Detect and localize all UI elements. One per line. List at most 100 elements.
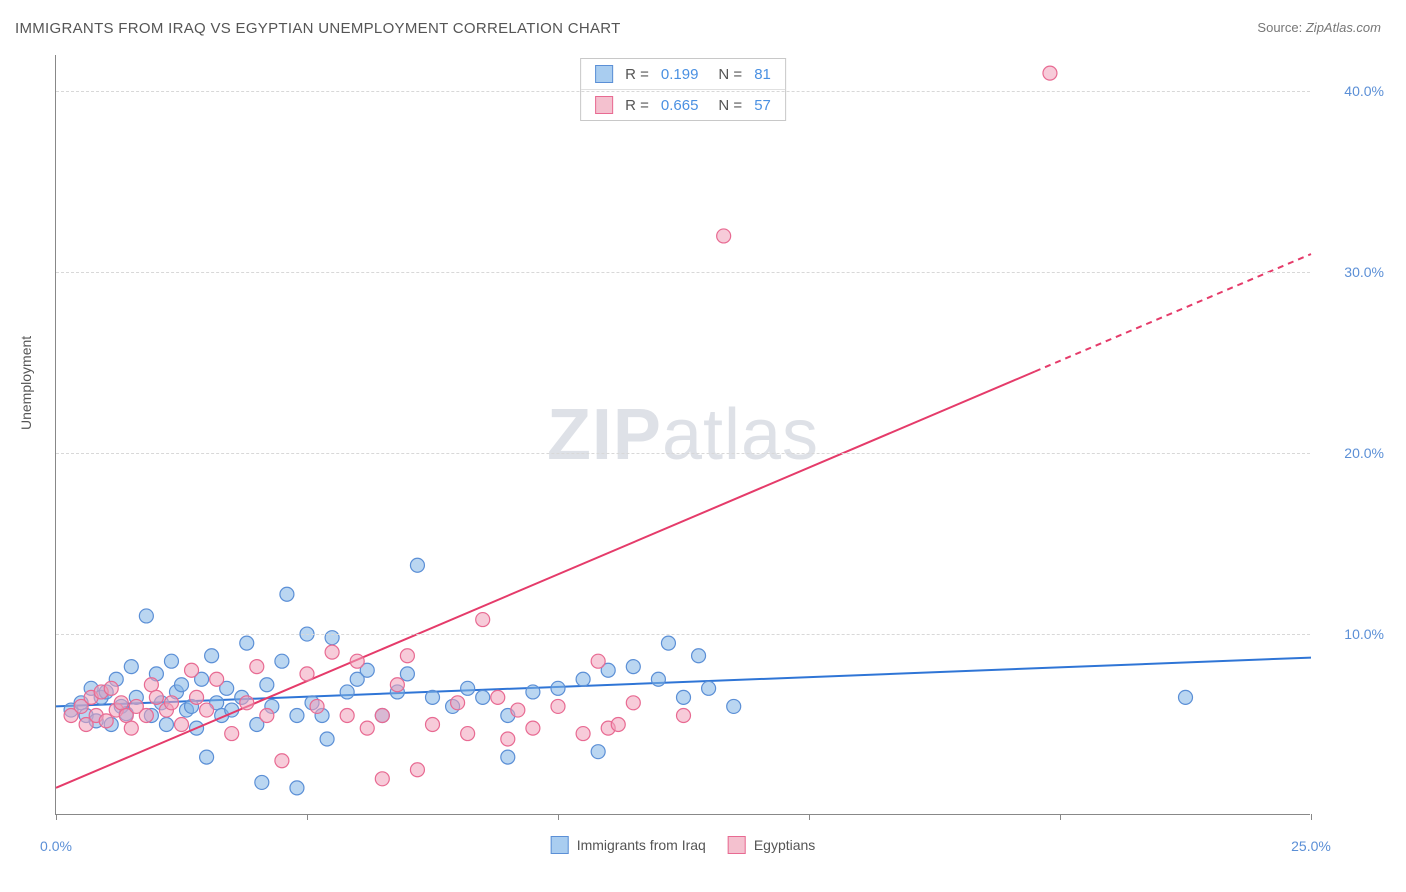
data-point <box>360 721 374 735</box>
data-point <box>340 708 354 722</box>
gridline <box>56 453 1310 454</box>
data-point <box>210 672 224 686</box>
data-point <box>511 703 525 717</box>
data-point <box>275 654 289 668</box>
data-point <box>1043 66 1057 80</box>
data-point <box>375 772 389 786</box>
data-point <box>476 613 490 627</box>
data-point <box>139 609 153 623</box>
data-point <box>390 678 404 692</box>
data-point <box>290 781 304 795</box>
legend-r-value: 0.665 <box>661 97 699 114</box>
data-point <box>461 681 475 695</box>
data-point <box>591 745 605 759</box>
data-point <box>451 696 465 710</box>
source-value: ZipAtlas.com <box>1306 20 1381 35</box>
legend-series-label: Egyptians <box>754 837 815 853</box>
data-point <box>410 558 424 572</box>
data-point <box>164 654 178 668</box>
gridline <box>56 634 1310 635</box>
data-point <box>491 690 505 704</box>
data-point <box>114 696 128 710</box>
x-tick-mark <box>1311 814 1312 820</box>
data-point <box>501 732 515 746</box>
gridline <box>56 91 1310 92</box>
legend-n-label: N = <box>718 97 742 114</box>
x-tick-mark <box>307 814 308 820</box>
data-point <box>626 696 640 710</box>
data-point <box>124 721 138 735</box>
x-tick-label: 0.0% <box>40 838 72 854</box>
legend-n-label: N = <box>718 66 742 83</box>
data-point <box>461 727 475 741</box>
legend-correlation-box: R =0.199N =81R =0.665N =57 <box>580 58 786 121</box>
x-tick-label: 25.0% <box>1291 838 1331 854</box>
data-point <box>280 587 294 601</box>
data-point <box>290 708 304 722</box>
data-point <box>1179 690 1193 704</box>
data-point <box>144 678 158 692</box>
data-point <box>124 660 138 674</box>
x-tick-mark <box>1060 814 1061 820</box>
data-point <box>626 660 640 674</box>
data-point <box>149 690 163 704</box>
legend-swatch <box>728 836 746 854</box>
legend-r-label: R = <box>625 66 649 83</box>
trendline <box>56 371 1035 787</box>
data-point <box>400 667 414 681</box>
x-tick-mark <box>809 814 810 820</box>
data-point <box>225 727 239 741</box>
legend-n-value: 57 <box>754 97 771 114</box>
data-point <box>591 654 605 668</box>
data-point <box>410 763 424 777</box>
data-point <box>250 660 264 674</box>
legend-swatch <box>551 836 569 854</box>
data-point <box>310 699 324 713</box>
data-point <box>400 649 414 663</box>
legend-swatch <box>595 65 613 83</box>
data-point <box>661 636 675 650</box>
x-tick-mark <box>558 814 559 820</box>
legend-series-item: Egyptians <box>728 836 815 854</box>
data-point <box>611 718 625 732</box>
legend-correlation-row: R =0.199N =81 <box>581 59 785 90</box>
data-point <box>275 754 289 768</box>
data-point <box>426 718 440 732</box>
data-point <box>260 678 274 692</box>
data-point <box>702 681 716 695</box>
y-tick-label: 10.0% <box>1344 626 1384 642</box>
data-point <box>677 690 691 704</box>
legend-series: Immigrants from Iraq Egyptians <box>551 836 816 854</box>
data-point <box>526 721 540 735</box>
y-tick-label: 40.0% <box>1344 83 1384 99</box>
data-point <box>205 649 219 663</box>
data-point <box>300 667 314 681</box>
data-point <box>175 678 189 692</box>
legend-n-value: 81 <box>754 66 771 83</box>
data-point <box>340 685 354 699</box>
data-point <box>551 681 565 695</box>
data-point <box>717 229 731 243</box>
y-tick-label: 20.0% <box>1344 445 1384 461</box>
data-point <box>551 699 565 713</box>
data-point <box>501 750 515 764</box>
data-point <box>375 708 389 722</box>
legend-series-label: Immigrants from Iraq <box>577 837 706 853</box>
data-point <box>526 685 540 699</box>
data-point <box>325 631 339 645</box>
data-point <box>476 690 490 704</box>
data-point <box>200 750 214 764</box>
data-point <box>426 690 440 704</box>
data-point <box>175 718 189 732</box>
data-point <box>576 672 590 686</box>
legend-r-label: R = <box>625 97 649 114</box>
data-point <box>190 690 204 704</box>
data-point <box>200 703 214 717</box>
data-point <box>576 727 590 741</box>
source-label: Source: <box>1257 20 1302 35</box>
data-point <box>727 699 741 713</box>
plot-svg <box>56 55 1310 814</box>
y-tick-label: 30.0% <box>1344 264 1384 280</box>
data-point <box>99 714 113 728</box>
legend-swatch <box>595 96 613 114</box>
